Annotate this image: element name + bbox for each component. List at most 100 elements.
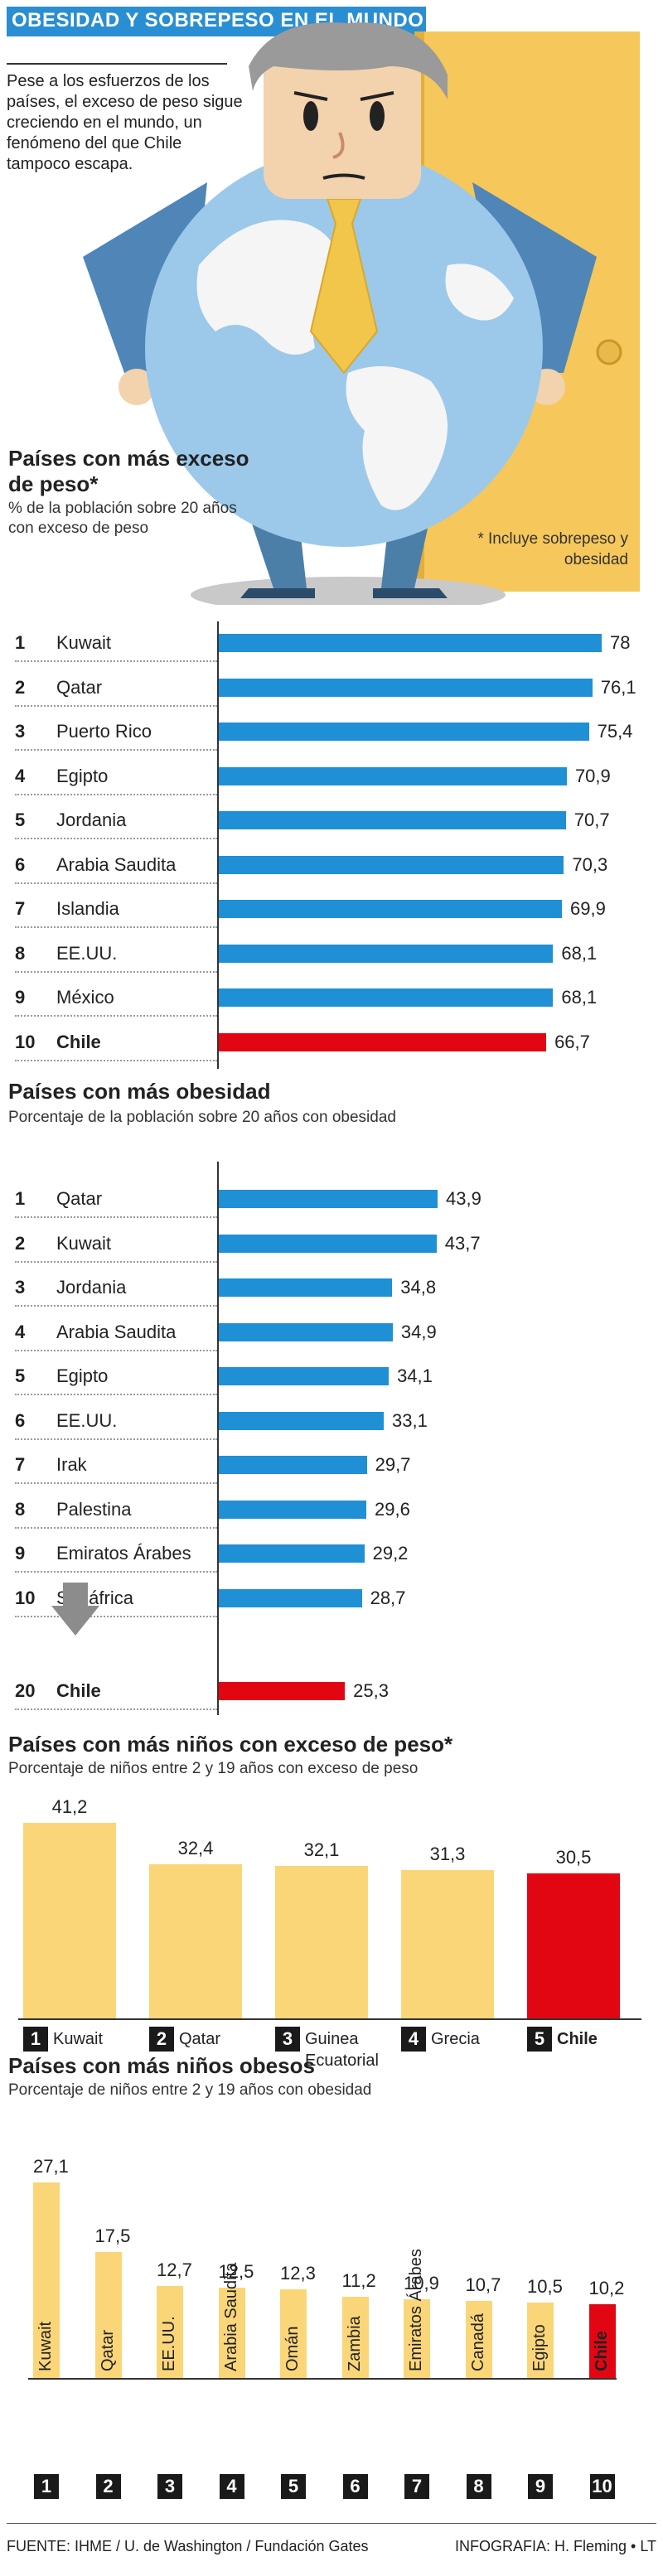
bar <box>219 1411 385 1430</box>
bar <box>219 1500 366 1519</box>
category-label: Canadá <box>468 2313 487 2371</box>
rank-badge: 2 <box>149 2027 174 2052</box>
rank-badge: 4 <box>219 2474 244 2499</box>
bar <box>219 634 602 652</box>
data-label: 70,3 <box>572 853 608 875</box>
bar <box>219 766 567 785</box>
chart2-subtitle: Porcentaje de la población sobre 20 años… <box>8 1109 396 1126</box>
category-label: Kuwait <box>56 632 112 653</box>
bar <box>219 900 563 918</box>
dotted-guide <box>15 1349 217 1351</box>
title-rule <box>7 63 227 65</box>
bar <box>219 1234 437 1253</box>
category-label: Kuwait <box>53 2030 104 2048</box>
bar <box>94 2251 122 2378</box>
dotted-guide <box>15 926 217 928</box>
category-label: Islandia <box>56 898 119 919</box>
category-label: Jordania <box>56 1277 127 1298</box>
data-label: 12,3 <box>280 2262 316 2284</box>
rank-label: 7 <box>15 898 26 919</box>
category-label: Arabia Saudita <box>56 1321 177 1342</box>
tie-illustration <box>309 198 379 375</box>
rank-badge: 2 <box>95 2474 121 2499</box>
rank-label: 9 <box>15 1543 26 1563</box>
baseline <box>18 2018 641 2020</box>
rank-label: 1 <box>15 1188 26 1209</box>
bar <box>401 1869 494 2018</box>
rank-label: 20 <box>15 1680 36 1701</box>
rank-badge: 3 <box>275 2027 300 2052</box>
bar <box>219 678 593 697</box>
category-label: Qatar <box>56 676 103 698</box>
dotted-guide <box>15 838 217 839</box>
rank-label: 3 <box>15 1277 26 1298</box>
data-label: 68,1 <box>561 942 598 964</box>
data-label: 32,4 <box>177 1838 214 1859</box>
category-label: Chile <box>56 1031 101 1052</box>
data-label: 29,6 <box>375 1498 410 1520</box>
rank-badge: 1 <box>34 2474 59 2499</box>
rank-label: 1 <box>15 632 26 653</box>
bar <box>404 2299 430 2378</box>
bar <box>219 1032 547 1051</box>
data-label: 76,1 <box>600 676 636 698</box>
rank-badge: 1 <box>23 2027 48 2052</box>
category-label: EE.UU. <box>56 942 118 964</box>
data-label: 70,9 <box>574 765 611 786</box>
bar <box>280 2288 307 2378</box>
category-label: Irak <box>56 1454 87 1475</box>
rank-label: 2 <box>15 676 26 698</box>
bar <box>219 1682 346 1700</box>
rank-label: 8 <box>15 942 26 964</box>
chart2-title: Países con más obesidad <box>8 1079 271 1104</box>
data-label: 12,7 <box>157 2259 192 2281</box>
data-label: 34,1 <box>397 1365 433 1386</box>
down-arrow-icon <box>51 1583 99 1636</box>
category-label: Puerto Rico <box>56 721 152 742</box>
chart4-title: Países con más niños obesos <box>8 2053 315 2078</box>
intro-text: Pese a los esfuerzos de los países, el e… <box>7 72 243 173</box>
bar <box>219 855 564 874</box>
bar <box>219 1544 365 1563</box>
data-label: 43,9 <box>446 1188 482 1209</box>
rank-label: 8 <box>15 1498 26 1520</box>
footnote-text: * Incluye sobrepeso y obesidad <box>477 530 628 568</box>
bar <box>219 1456 367 1474</box>
category-label: Palestina <box>56 1498 132 1520</box>
data-label: 33,1 <box>392 1409 428 1431</box>
bar <box>219 1278 393 1297</box>
dotted-guide <box>15 1059 217 1061</box>
baseline <box>28 2378 617 2380</box>
category-label: Grecia <box>431 2030 480 2048</box>
category-label: México <box>56 987 114 1008</box>
rank-badge: 3 <box>157 2474 182 2499</box>
rank-label: 7 <box>15 1454 26 1475</box>
dotted-guide <box>15 1482 217 1484</box>
category-label: Guinea Ecuatorial <box>305 2030 379 2070</box>
rank-label: 4 <box>15 1321 26 1342</box>
category-label: Qatar <box>98 2329 117 2371</box>
data-label: 10,2 <box>588 2278 625 2299</box>
dotted-guide <box>15 1305 217 1307</box>
category-label: Arabia Saudita <box>221 2262 240 2371</box>
data-label: 25,3 <box>353 1680 389 1701</box>
bar <box>219 723 589 741</box>
bar <box>219 1322 393 1341</box>
rank-badge: 9 <box>528 2474 553 2499</box>
category-label: Chile <box>557 2030 598 2048</box>
bar <box>149 1864 242 2018</box>
head-illustration <box>264 50 421 199</box>
globe-man-illustration <box>83 22 640 605</box>
bar <box>23 1823 116 2018</box>
data-label: 43,7 <box>444 1232 481 1254</box>
bar <box>219 1588 362 1607</box>
rank-badge: 7 <box>404 2474 429 2499</box>
category-label: Egipto <box>56 1365 109 1386</box>
rank-badge: 5 <box>281 2474 306 2499</box>
data-label: 69,9 <box>570 898 606 919</box>
dotted-guide <box>15 1526 217 1529</box>
rank-badge: 8 <box>466 2474 491 2499</box>
category-label: Kuwait <box>36 2321 55 2371</box>
category-label: Egipto <box>530 2324 549 2371</box>
dotted-guide <box>15 1571 217 1573</box>
